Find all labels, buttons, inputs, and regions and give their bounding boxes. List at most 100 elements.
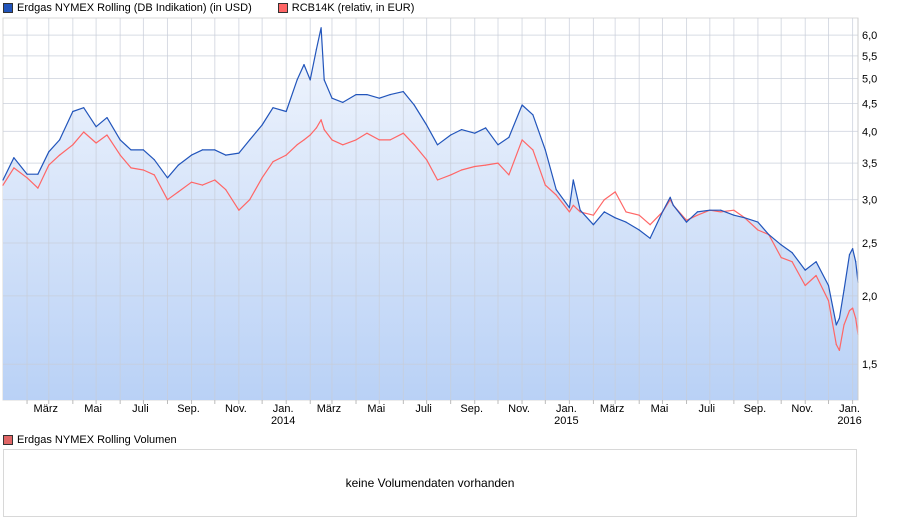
price-chart: 1,5 2,0 2,5 3,0 3,5 4,0 4,5 5,0 5,5 6,0 März Mai Jul… xyxy=(2,17,877,427)
data-point-rcb14k xyxy=(389,139,391,141)
data-point-erdgas xyxy=(614,217,616,219)
data-point-rcb14k xyxy=(225,189,227,191)
data-point-rcb14k xyxy=(106,134,108,136)
data-point-rcb14k xyxy=(83,131,85,133)
legend-label-erdgas: Erdgas NYMEX Rolling (DB Indikation) (in… xyxy=(17,2,252,14)
data-point-erdgas xyxy=(497,144,499,146)
data-point-erdgas xyxy=(460,129,463,131)
data-point-rcb14k xyxy=(835,343,837,346)
data-point-rcb14k xyxy=(592,214,595,216)
y-tick-label: 5,0 xyxy=(862,73,877,85)
data-point-rcb14k xyxy=(508,174,510,176)
data-point-erdgas xyxy=(638,229,640,231)
data-point-erdgas xyxy=(95,126,97,128)
data-point-erdgas xyxy=(579,209,581,211)
y-tick-label: 5,5 xyxy=(862,51,877,63)
data-point-erdgas xyxy=(238,152,240,154)
data-point-rcb14k xyxy=(436,179,439,181)
data-point-rcb14k xyxy=(827,300,830,302)
data-point-rcb14k xyxy=(320,119,322,121)
volume-legend: Erdgas NYMEX Rolling Volumen xyxy=(3,434,177,446)
x-tick-label: Mai xyxy=(84,403,102,415)
data-point-erdgas xyxy=(757,221,759,223)
data-point-erdgas xyxy=(2,179,4,181)
data-point-erdgas xyxy=(696,211,699,213)
data-point-rcb14k xyxy=(852,307,854,309)
data-point-rcb14k xyxy=(190,181,193,183)
data-point-rcb14k xyxy=(625,211,627,213)
data-point-rcb14k xyxy=(474,165,476,168)
data-point-erdgas xyxy=(413,104,415,106)
y-tick-label: 1,5 xyxy=(862,359,877,371)
data-point-erdgas xyxy=(768,234,770,236)
data-point-erdgas xyxy=(177,164,179,166)
data-point-rcb14k xyxy=(579,211,581,213)
data-point-rcb14k xyxy=(130,167,132,169)
x-tick-label: Sep. xyxy=(177,403,200,415)
data-point-erdgas xyxy=(285,110,287,113)
data-point-erdgas xyxy=(848,254,851,256)
data-point-erdgas xyxy=(48,151,50,153)
data-point-rcb14k xyxy=(72,144,74,146)
data-point-erdgas xyxy=(190,154,193,156)
data-point-erdgas xyxy=(309,79,311,81)
legend-swatch-red xyxy=(277,3,288,13)
data-point-rcb14k xyxy=(544,184,546,186)
x-tick-label: Nov. xyxy=(508,403,530,415)
legend-item-rcb14k: RCB14K (relativ, in EUR) xyxy=(277,2,415,14)
data-point-erdgas xyxy=(342,101,344,103)
data-point-erdgas xyxy=(153,159,155,161)
x-tick-year-label: 2015 xyxy=(554,415,578,427)
y-tick-label: 4,5 xyxy=(862,98,877,110)
data-point-erdgas xyxy=(780,244,782,246)
data-point-rcb14k xyxy=(638,214,640,216)
legend-label-rcb14k: RCB14K (relativ, in EUR) xyxy=(291,2,415,14)
data-point-erdgas xyxy=(661,211,664,213)
data-point-erdgas xyxy=(166,177,169,179)
data-point-rcb14k xyxy=(59,154,61,156)
data-point-rcb14k xyxy=(843,324,845,326)
volume-panel: keine Volumendaten vorhanden xyxy=(3,449,857,517)
data-point-erdgas xyxy=(568,207,571,209)
data-point-rcb14k xyxy=(791,261,793,263)
x-tick-label: Mai xyxy=(651,403,669,415)
data-point-erdgas xyxy=(303,64,305,66)
data-point-erdgas xyxy=(669,196,671,198)
data-point-rcb14k xyxy=(272,161,274,163)
data-point-rcb14k xyxy=(780,257,782,259)
data-point-erdgas xyxy=(214,149,216,151)
data-point-erdgas xyxy=(389,94,391,96)
data-point-erdgas xyxy=(838,317,841,319)
data-point-erdgas xyxy=(426,124,428,126)
data-point-rcb14k xyxy=(838,349,841,351)
data-point-rcb14k xyxy=(13,167,15,169)
data-point-erdgas xyxy=(272,107,274,109)
data-point-rcb14k xyxy=(603,199,605,201)
data-point-erdgas xyxy=(474,132,476,134)
data-point-rcb14k xyxy=(815,274,817,277)
data-point-rcb14k xyxy=(2,184,4,186)
data-point-erdgas xyxy=(450,134,452,136)
x-tick-label: Nov. xyxy=(225,403,247,415)
data-point-rcb14k xyxy=(649,224,651,226)
data-point-erdgas xyxy=(142,149,144,151)
data-point-erdgas xyxy=(555,189,557,191)
x-tick-year-label: 2014 xyxy=(271,415,295,427)
data-point-rcb14k xyxy=(757,229,759,231)
data-point-erdgas xyxy=(815,261,817,263)
data-point-erdgas xyxy=(827,284,830,287)
data-point-erdgas xyxy=(521,104,523,106)
data-point-rcb14k xyxy=(614,191,616,193)
data-point-rcb14k xyxy=(238,209,240,211)
data-point-rcb14k xyxy=(342,144,344,146)
data-point-rcb14k xyxy=(572,204,574,206)
data-point-rcb14k xyxy=(804,284,806,287)
x-tick-label: Jan. xyxy=(556,403,577,415)
data-point-rcb14k xyxy=(142,169,144,171)
x-tick-label: Juli xyxy=(699,403,716,415)
legend-swatch-blue xyxy=(3,3,13,13)
data-point-rcb14k xyxy=(153,174,155,176)
data-point-erdgas xyxy=(649,237,651,239)
data-point-erdgas xyxy=(201,149,203,151)
data-point-erdgas xyxy=(685,221,688,223)
